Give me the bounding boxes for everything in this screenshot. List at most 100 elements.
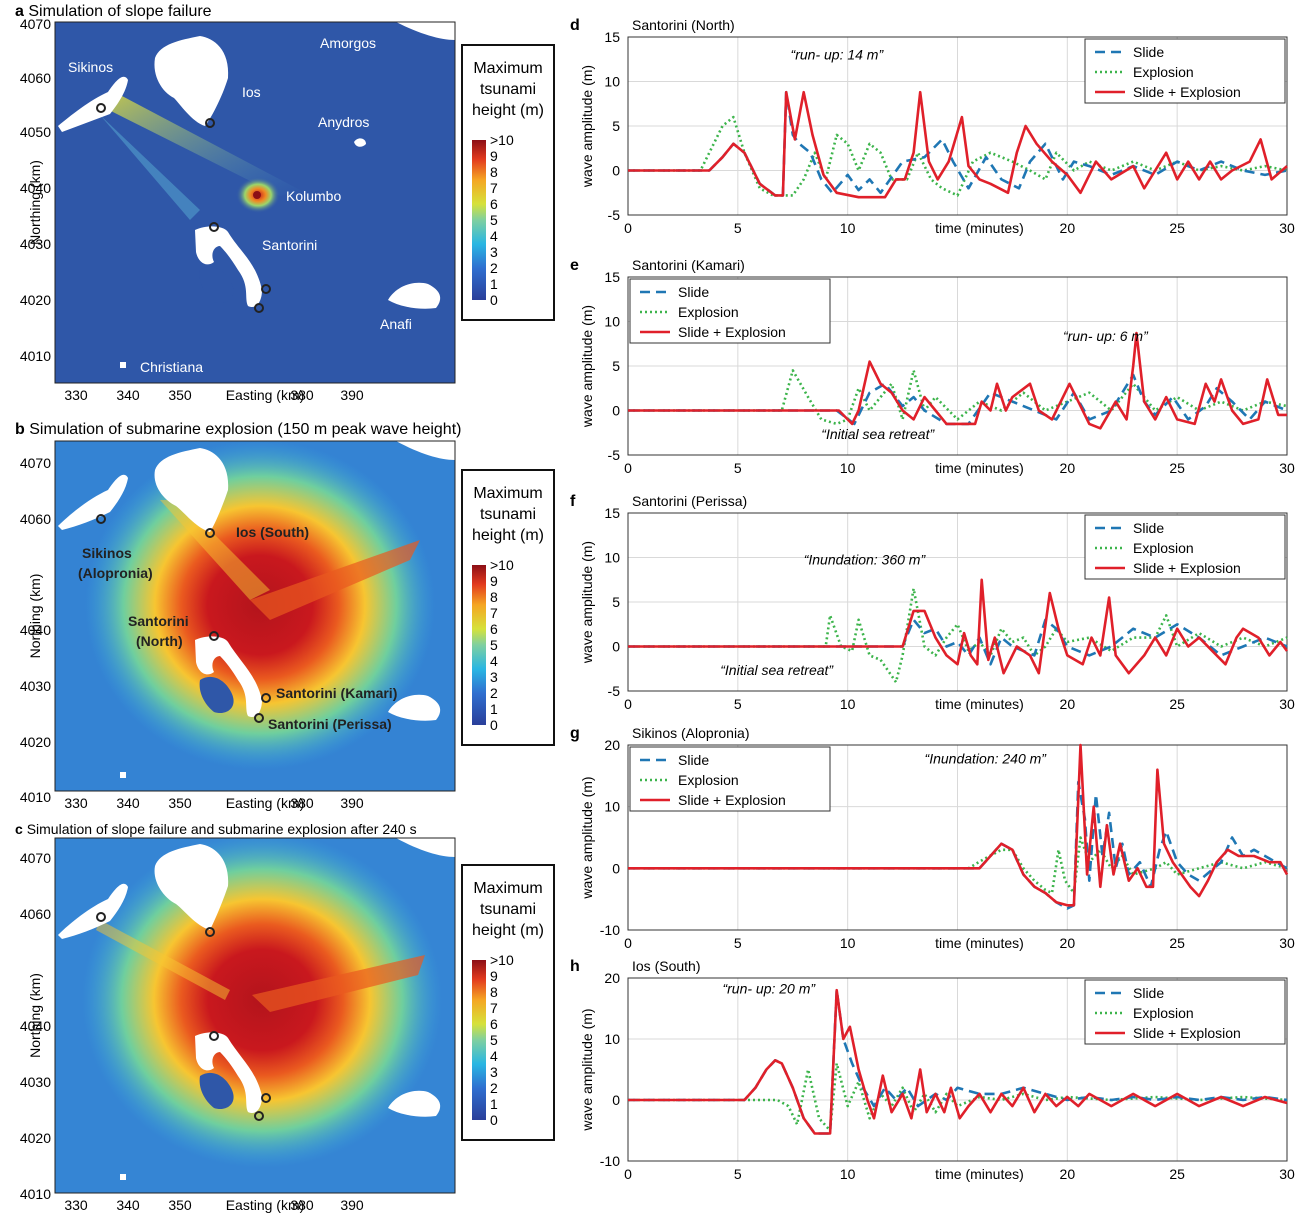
colorbar-tick-label: 2 [490, 260, 498, 276]
site-marker [205, 927, 215, 937]
y-tick-label: 10 [604, 799, 620, 815]
map-label: Santorini [262, 237, 317, 253]
site-marker [209, 1031, 219, 1041]
map-a-plume [105, 96, 300, 196]
map-a-santorini-island [195, 226, 262, 308]
series-line-slide-explosion [628, 90, 1288, 199]
map-c-anafi-island [388, 1090, 441, 1117]
map-label: Santorini (Kamari) [276, 685, 397, 701]
map-a-sites [96, 103, 271, 313]
map-x-tick-label: 350 [168, 1197, 192, 1213]
y-axis-label: wave amplitude (m) [579, 305, 595, 428]
colorbar-tick-label: 1 [490, 276, 498, 292]
colorbar-tick-label: 5 [490, 212, 498, 228]
x-tick-label: 30 [1279, 696, 1295, 712]
colorbar-tick-label: 4 [490, 228, 498, 244]
map-y-tick-label: 4030 [20, 1074, 51, 1090]
map-y-tick-label: 4040 [20, 1018, 51, 1034]
x-tick-label: 20 [1060, 460, 1076, 476]
chart-frame [627, 512, 1288, 692]
map-b-ray [160, 500, 270, 600]
map-label: Amorgos [320, 35, 376, 51]
y-axis-label: wave amplitude (m) [579, 65, 595, 188]
x-tick-label: 20 [1060, 220, 1076, 236]
map-y-axis-label: Northing (km) [27, 574, 43, 659]
map-y-tick-label: 4030 [20, 236, 51, 252]
map-label: Kolumbo [286, 188, 341, 204]
x-tick-label: 20 [1060, 935, 1076, 951]
colorbar-tick-label: 3 [490, 669, 498, 685]
map-x-tick-label: 380 [290, 795, 314, 811]
chart-annotation: “Initial sea retreat” [720, 662, 834, 678]
chart-e: e Santorini (Kamari) 0 5 10 20 25 30 time (minut… [570, 257, 1295, 476]
chart-f: f Santorini (Perissa) 0 5 10 20 25 30 time (minu… [570, 493, 1295, 712]
colorbar-tick-label: 5 [490, 637, 498, 653]
map-b-ray [250, 540, 420, 620]
colorbar-gradient [472, 960, 486, 1120]
x-axis-label: time (minutes) [935, 696, 1024, 712]
legend: Slide Explosion Slide + Explosion [629, 278, 831, 344]
colorbar-tick-label: 4 [490, 1048, 498, 1064]
colorbar-tick-label: 3 [490, 1064, 498, 1080]
map-c-ray [252, 955, 425, 1012]
site-marker [96, 912, 106, 922]
x-tick-label: 30 [1279, 1166, 1295, 1182]
x-tick-label: 0 [624, 220, 632, 236]
y-tick-label: -5 [608, 447, 621, 463]
legend: Slide Explosion Slide + Explosion [629, 746, 831, 812]
legend: Slide Explosion Slide + Explosion [1084, 514, 1286, 580]
map-y-tick-label: 4060 [20, 70, 51, 86]
map-x-tick-label: 330 [64, 387, 88, 403]
site-marker [254, 1111, 264, 1121]
map-y-tick-label: 4020 [20, 734, 51, 750]
x-tick-label: 25 [1169, 696, 1185, 712]
x-tick-label: 30 [1279, 935, 1295, 951]
map-b-labels: Ios (South) Sikinos (Alopronia) Santorin… [78, 524, 397, 732]
colorbar-gradient [472, 140, 486, 300]
x-tick-label: 5 [734, 696, 742, 712]
map-y-axis-label: Northing (km) [27, 973, 43, 1058]
legend-label: Slide [1133, 520, 1164, 536]
site-marker [96, 103, 106, 113]
colorbar-title: Maximum [473, 485, 542, 502]
x-axis-label: time (minutes) [935, 460, 1024, 476]
chart-annotation: “Inundation: 240 m” [925, 751, 1048, 767]
colorbar-tick-label: 1 [490, 701, 498, 717]
legend-label: Slide + Explosion [1133, 84, 1241, 100]
chart-annotation: “run- up: 20 m” [722, 980, 816, 996]
map-b-caldera [199, 676, 234, 714]
legend-label: Slide [678, 752, 709, 768]
map-b: Ios (South) Sikinos (Alopronia) Santorin… [54, 440, 456, 792]
colorbar-title: height (m) [472, 527, 544, 544]
y-axis-label: wave amplitude (m) [579, 776, 595, 899]
x-tick-label: 20 [1060, 696, 1076, 712]
map-a-plume-2 [100, 115, 200, 220]
x-tick-label: 25 [1169, 935, 1185, 951]
map-x-tick-label: 350 [168, 795, 192, 811]
map-x-tick-label: 380 [290, 387, 314, 403]
map-y-tick-label: 4020 [20, 1130, 51, 1146]
map-x-tick-label: 390 [340, 1197, 364, 1213]
map-b-amorgos-island [396, 441, 455, 460]
x-axis-label: time (minutes) [935, 1166, 1024, 1182]
legend-label: Slide [678, 284, 709, 300]
map-label: Santorini [128, 613, 189, 629]
map-label: (Alopronia) [78, 565, 153, 581]
y-tick-label: 15 [604, 505, 620, 521]
map-x-tick-label: 330 [64, 795, 88, 811]
colorbar-tick-label: >10 [490, 557, 514, 573]
colorbar-tick-label: 0 [490, 1112, 498, 1128]
map-label: Sikinos [68, 59, 113, 75]
map-c-amorgos-island [396, 838, 455, 857]
series-line-explosion [628, 587, 1288, 684]
colorbar-tick-label: 0 [490, 717, 498, 733]
x-tick-label: 10 [840, 460, 856, 476]
map-y-tick-label: 4060 [20, 511, 51, 527]
y-tick-label: 15 [604, 269, 620, 285]
colorbar-title: height (m) [472, 922, 544, 939]
site-marker [261, 693, 271, 703]
chart-letter: f [570, 493, 576, 510]
y-tick-label: 10 [604, 314, 620, 330]
chart-frame [627, 977, 1288, 1162]
